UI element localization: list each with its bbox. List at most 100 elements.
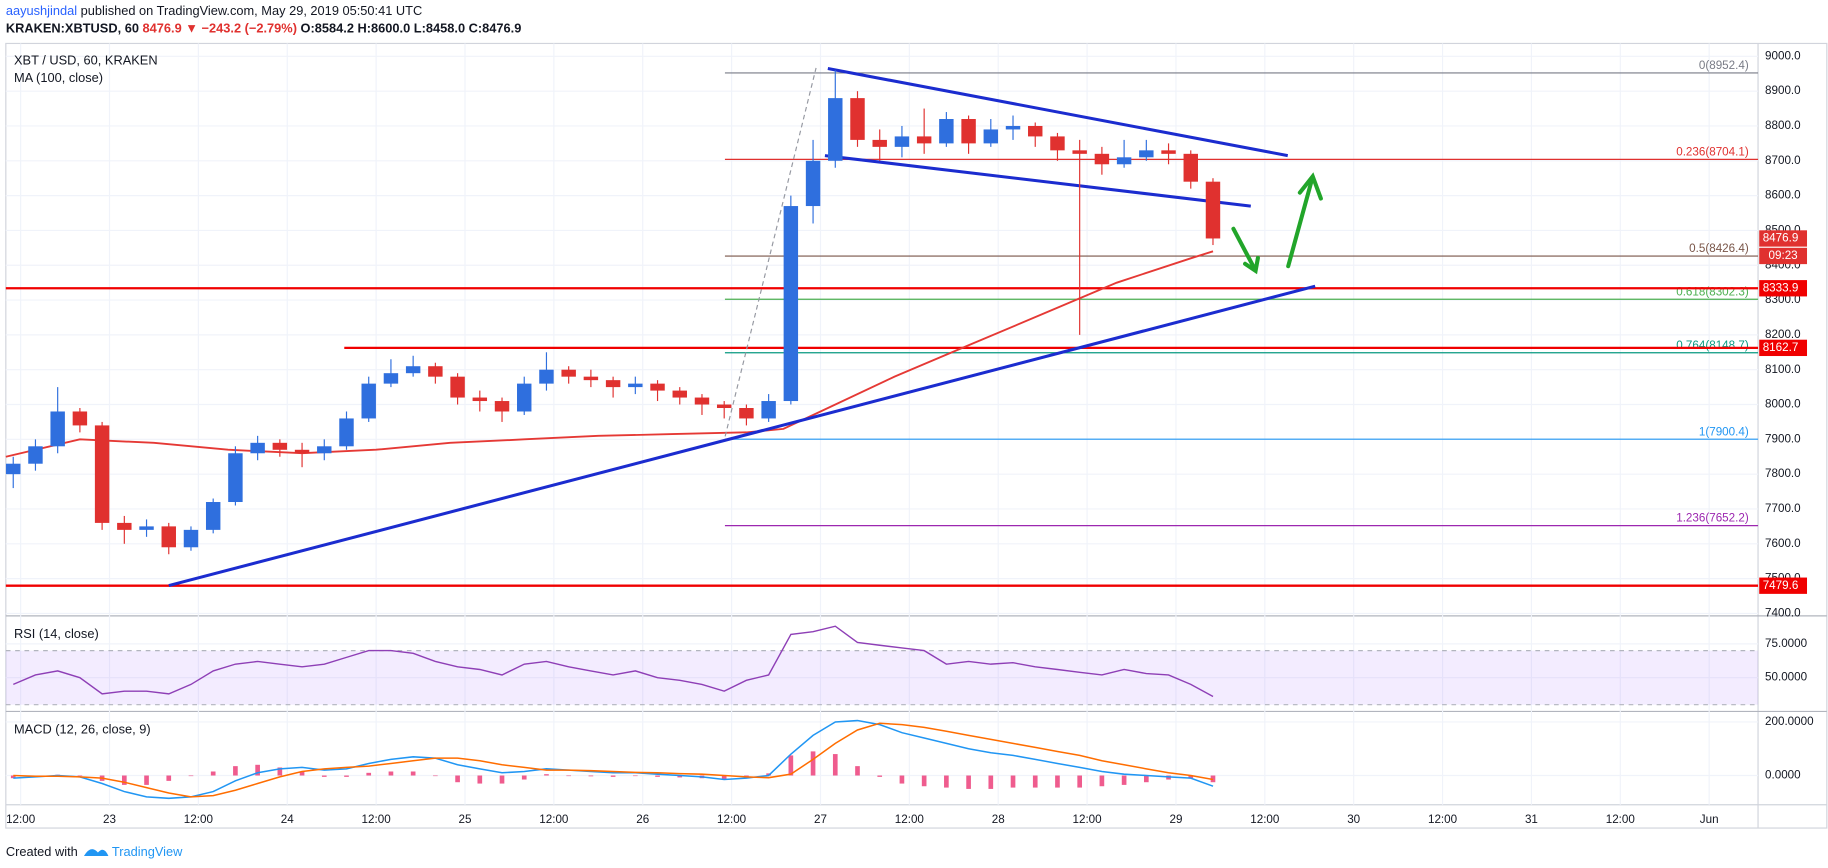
candle-body xyxy=(783,206,799,402)
candle-body xyxy=(317,446,332,454)
y-tick-label: 7800.0 xyxy=(1765,467,1801,480)
histogram-bar xyxy=(1010,775,1016,788)
candle-body xyxy=(716,404,732,409)
candle-body xyxy=(1094,153,1110,165)
x-tick-label: Jun xyxy=(1700,813,1719,826)
histogram-bar xyxy=(321,775,327,777)
histogram-bar xyxy=(899,775,905,784)
price-tags: 8333.9 8162.7 7479.6 8476.9 09:23 xyxy=(1759,230,1808,594)
fib-label: 0.236(8704.1) xyxy=(1676,145,1749,158)
chart-title: XBT / USD, 60, KRAKEN xyxy=(14,52,158,67)
symbol: KRAKEN:XBTUSD, 60 xyxy=(6,21,139,36)
candle-body xyxy=(1161,150,1176,154)
y-tick-label: 8900.0 xyxy=(1765,84,1801,97)
histogram-bar xyxy=(366,772,372,776)
macd-line xyxy=(13,719,1214,800)
histogram-bar xyxy=(166,775,172,781)
last-price-label: 8476.9 xyxy=(1763,232,1799,245)
pane-title: MACD (12, 26, close, 9) xyxy=(14,722,151,737)
fib-label: 0.764(8148.7) xyxy=(1676,339,1749,352)
trendline xyxy=(827,67,1289,158)
candle-body xyxy=(1116,157,1132,165)
y-tick-label: 75.0000 xyxy=(1765,637,1808,650)
candle-body xyxy=(1072,150,1087,154)
countdown-tag xyxy=(1759,247,1808,265)
candle-body xyxy=(1139,150,1154,158)
candle-body xyxy=(139,526,154,530)
candle-body xyxy=(628,383,643,388)
candle-body xyxy=(117,522,132,530)
histogram-bar xyxy=(988,775,994,789)
y-tick-label: 8100.0 xyxy=(1765,363,1801,376)
y-tick-label: 7400.0 xyxy=(1765,607,1801,620)
last-price-tag xyxy=(1759,230,1808,247)
y-tick-label: 7900.0 xyxy=(1765,432,1801,445)
histogram-bar xyxy=(1188,775,1194,779)
candle-body xyxy=(961,119,976,144)
histogram-bar xyxy=(10,775,16,779)
author: aayushjindal xyxy=(6,3,77,18)
candle-body xyxy=(694,397,710,405)
histogram-bar xyxy=(721,775,727,780)
y-tick-label: 0.0000 xyxy=(1765,769,1801,782)
candle-body xyxy=(1005,125,1021,130)
histogram-bar xyxy=(610,775,616,777)
histogram-bar xyxy=(521,775,527,780)
x-tick-label: 23 xyxy=(103,813,116,826)
plot: 7400.07500.07600.07700.07800.07900.08000… xyxy=(5,49,1814,826)
candle-body xyxy=(472,397,488,402)
histogram-bar xyxy=(277,767,283,776)
price-tag xyxy=(1759,280,1808,297)
candle-body xyxy=(28,446,43,464)
y-tick-label: 7700.0 xyxy=(1765,502,1801,515)
candle-body xyxy=(6,463,21,475)
candle-body xyxy=(872,139,887,147)
histogram-bar xyxy=(944,775,949,788)
x-tick-label: 25 xyxy=(459,813,472,826)
candle-body xyxy=(361,383,376,419)
fib-label: 0(8952.4) xyxy=(1699,59,1749,72)
x-tick-label: 12:00 xyxy=(6,813,36,826)
candle-body xyxy=(539,369,554,384)
symbol-line: KRAKEN:XBTUSD, 60 8476.9 ▼ −243.2 (−2.79… xyxy=(6,21,522,36)
y-tick-label: 50.0000 xyxy=(1765,671,1808,684)
histogram-bar xyxy=(966,775,971,789)
histogram-bar xyxy=(566,775,572,777)
histogram-bar xyxy=(655,775,660,777)
candle-body xyxy=(228,453,243,503)
x-tick-label: 12:00 xyxy=(362,813,392,826)
candle-body xyxy=(272,442,288,450)
x-tick-label: 12:00 xyxy=(1073,813,1103,826)
brand-logo xyxy=(83,849,109,857)
footer-created: Created with xyxy=(6,844,78,859)
histogram-bar xyxy=(144,775,149,785)
change: ▼ −243.2 (−2.79%) xyxy=(185,21,297,36)
header-line: aayushjindal published on TradingView.co… xyxy=(6,3,422,18)
candle-body xyxy=(161,526,176,548)
moving-average xyxy=(5,250,1214,458)
histogram-bar xyxy=(344,775,349,777)
y-tick-label: 8000.0 xyxy=(1765,398,1801,411)
histogram-bar xyxy=(233,766,238,776)
histogram-bar xyxy=(255,764,260,776)
histogram-bar xyxy=(1077,775,1083,788)
candle-body xyxy=(894,136,910,147)
arrow-down xyxy=(1231,226,1257,271)
last-price: 8476.9 xyxy=(143,21,182,36)
candle-body xyxy=(250,442,265,454)
arrow-head xyxy=(1243,255,1260,275)
candle-body xyxy=(339,418,354,447)
candle-body xyxy=(294,449,310,454)
histogram-bar xyxy=(455,775,460,783)
trendline xyxy=(168,284,1316,588)
pane-title: RSI (14, close) xyxy=(14,626,99,641)
histogram-bar xyxy=(588,775,594,777)
x-tick-label: 12:00 xyxy=(895,813,925,826)
y-tick-label: 200.0000 xyxy=(1765,715,1814,728)
rsi-line xyxy=(13,625,1214,698)
candle-body xyxy=(1183,153,1198,182)
x-tick-label: 28 xyxy=(992,813,1005,826)
histogram-bar xyxy=(1032,775,1038,788)
candle-body xyxy=(72,411,88,426)
